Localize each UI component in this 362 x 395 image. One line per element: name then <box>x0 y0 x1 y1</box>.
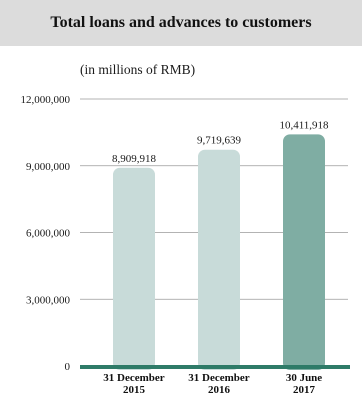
bar <box>113 167 155 370</box>
chart-title: Total loans and advances to customers <box>50 14 312 31</box>
x-category-label: 2015 <box>123 384 146 395</box>
bar-value-label: 9,719,639 <box>197 135 242 147</box>
bar-value-label: 8,909,918 <box>112 153 157 165</box>
bar <box>283 134 325 370</box>
y-tick-label: 12,000,000 <box>21 94 71 106</box>
x-category-label: 2016 <box>208 384 231 395</box>
bar <box>198 149 240 370</box>
chart-unit-subtitle: (in millions of RMB) <box>80 62 196 77</box>
x-category-label: 31 December <box>188 372 250 384</box>
chart-title-bar: Total loans and advances to customers <box>0 0 362 46</box>
y-tick-label: 0 <box>65 361 71 373</box>
x-category-label: 2017 <box>293 384 316 395</box>
y-tick-label: 6,000,000 <box>26 228 71 240</box>
x-category-label: 30 June <box>286 372 322 384</box>
x-axis-baseline <box>80 365 350 369</box>
y-tick-label: 3,000,000 <box>26 294 71 306</box>
y-tick-label: 9,000,000 <box>26 161 71 173</box>
x-category-label: 31 December <box>103 372 165 384</box>
bar-value-label: 10,411,918 <box>279 119 329 131</box>
